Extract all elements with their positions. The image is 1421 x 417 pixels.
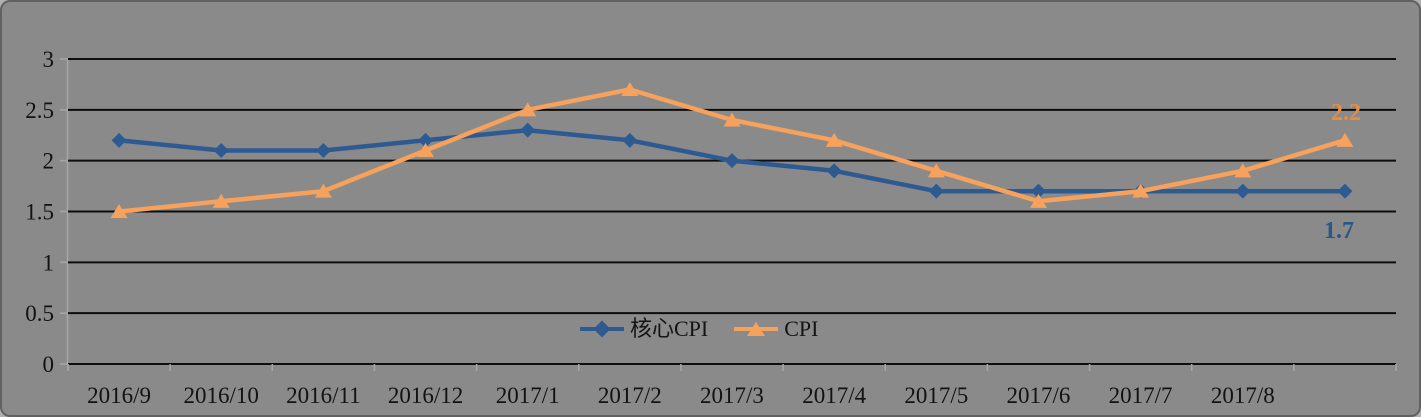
svg-text:1: 1 bbox=[43, 250, 55, 275]
svg-text:0: 0 bbox=[43, 352, 55, 377]
diamond-icon bbox=[593, 320, 611, 338]
svg-text:2016/11: 2016/11 bbox=[286, 383, 361, 408]
svg-text:2: 2 bbox=[43, 149, 55, 174]
svg-text:2016/12: 2016/12 bbox=[388, 383, 463, 408]
svg-text:2017/7: 2017/7 bbox=[1109, 383, 1173, 408]
cpi-triangle-marker-icon bbox=[734, 320, 779, 338]
svg-text:0.5: 0.5 bbox=[25, 301, 54, 326]
cpi-last-value-label: 2.2 bbox=[1331, 100, 1361, 126]
core-cpi-diamond-marker-icon bbox=[580, 320, 624, 338]
svg-text:2017/2: 2017/2 bbox=[598, 383, 662, 408]
legend-label-cpi: CPI bbox=[784, 316, 819, 341]
svg-text:2017/8: 2017/8 bbox=[1211, 383, 1275, 408]
svg-text:3: 3 bbox=[43, 47, 55, 72]
svg-text:2017/5: 2017/5 bbox=[904, 383, 968, 408]
chart-legend: 核心CPI CPI bbox=[580, 317, 819, 341]
svg-text:1.5: 1.5 bbox=[25, 200, 54, 225]
legend-label-core-cpi: 核心CPI bbox=[630, 316, 709, 341]
svg-text:2017/4: 2017/4 bbox=[802, 383, 866, 408]
legend-item-core-cpi: 核心CPI bbox=[580, 317, 708, 341]
svg-text:2017/3: 2017/3 bbox=[700, 383, 764, 408]
triangle-icon bbox=[747, 322, 766, 336]
svg-text:2016/9: 2016/9 bbox=[87, 383, 151, 408]
core-cpi-last-value-label: 1.7 bbox=[1324, 218, 1354, 244]
svg-text:2016/10: 2016/10 bbox=[184, 383, 259, 408]
svg-text:2017/1: 2017/1 bbox=[496, 383, 560, 408]
svg-text:2.5: 2.5 bbox=[25, 98, 54, 123]
legend-item-cpi: CPI bbox=[734, 316, 819, 341]
svg-text:2017/6: 2017/6 bbox=[1007, 383, 1071, 408]
